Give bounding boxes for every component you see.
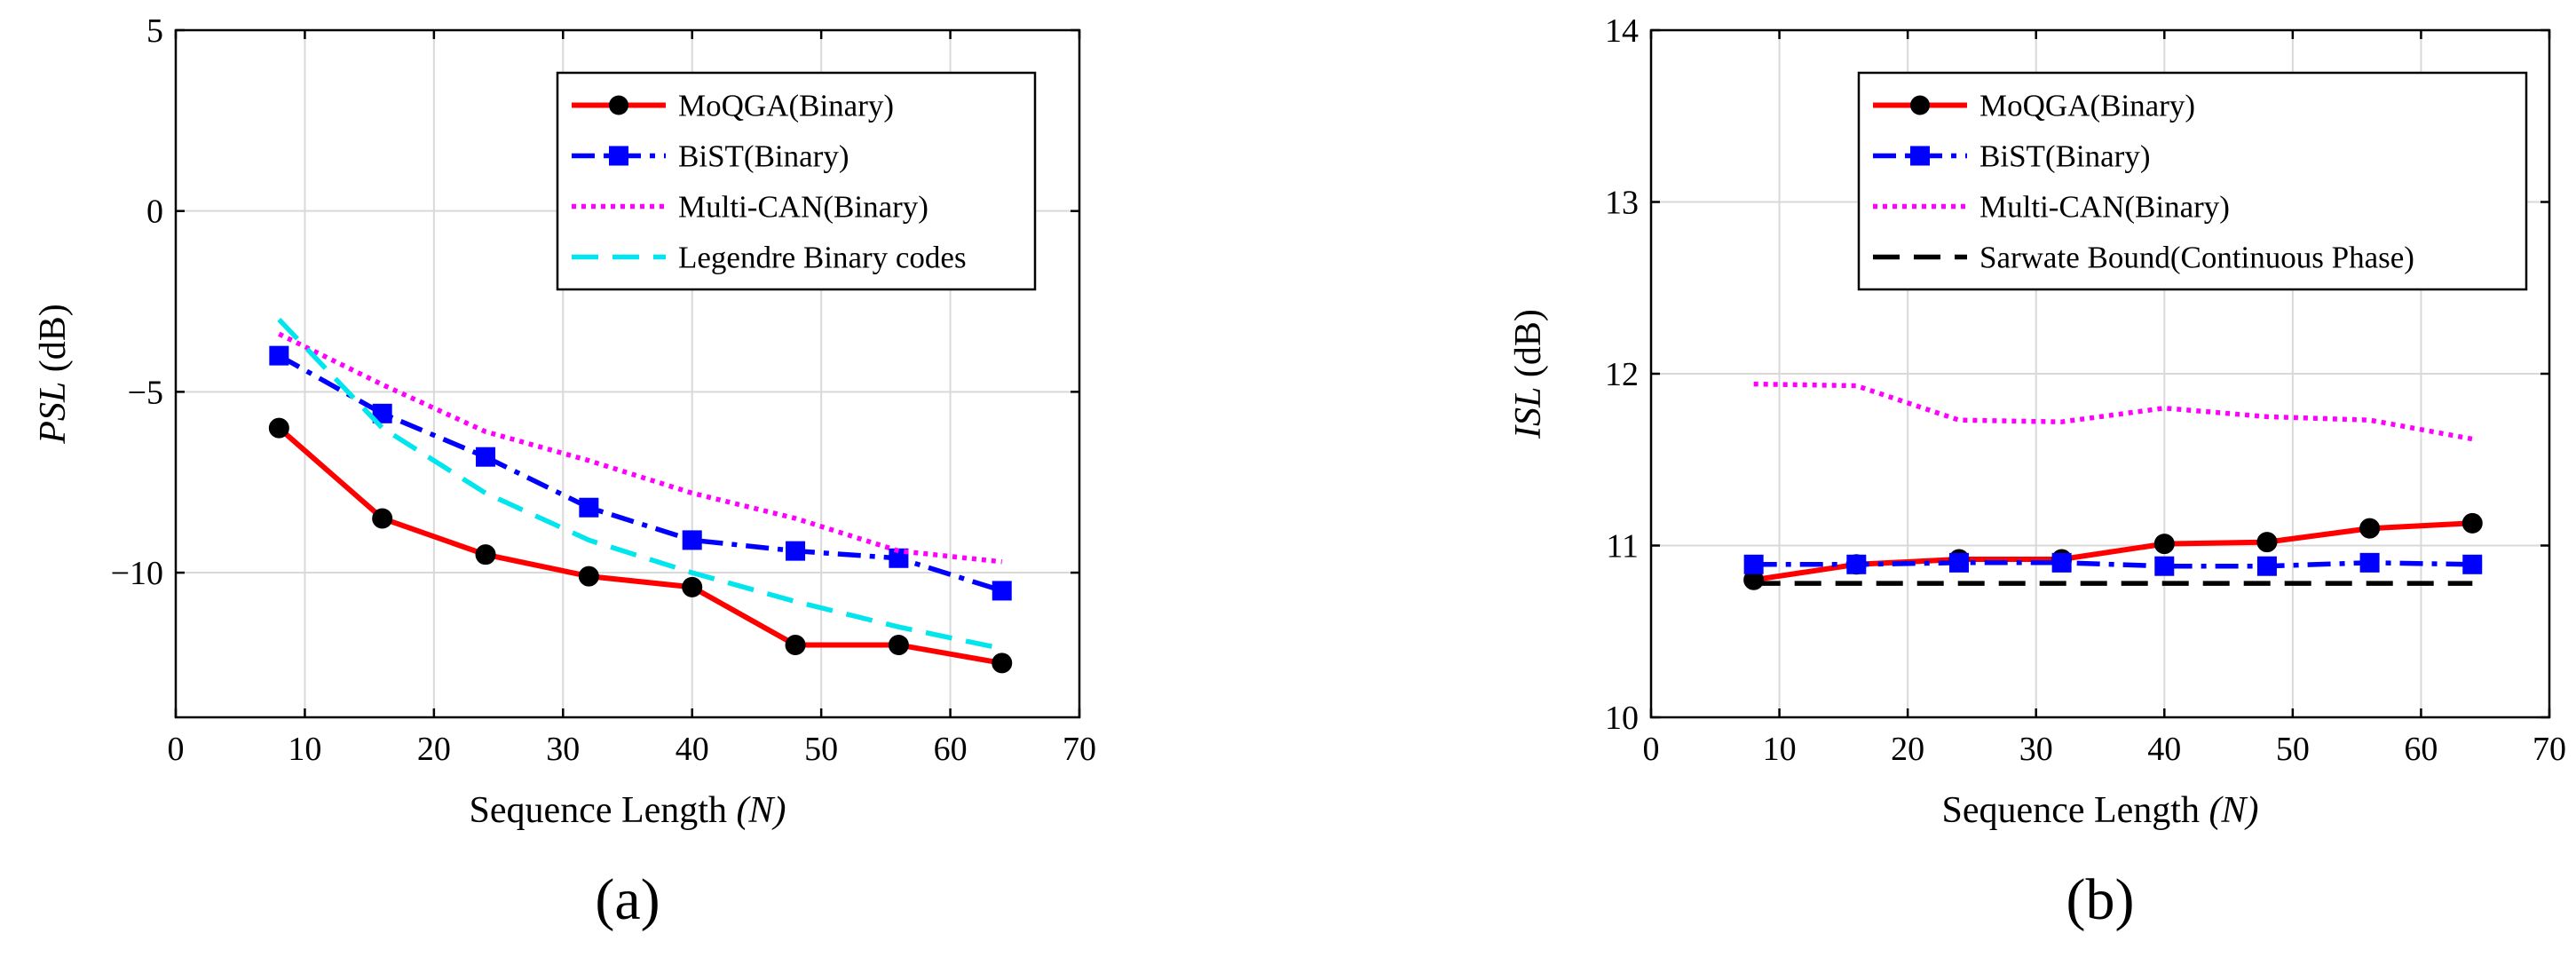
- legend-entry-label: Legendre Binary codes: [678, 241, 967, 275]
- x-tick-label: 10: [288, 731, 321, 768]
- data-point-square: [889, 548, 909, 568]
- series-line-3: [1753, 381, 2473, 442]
- data-point-square: [2359, 552, 2380, 573]
- y-axis-label-unit: (dB): [1508, 309, 1549, 377]
- legend-entry-label: MoQGA(Binary): [678, 89, 894, 123]
- x-axis-label: Sequence Length (N): [1942, 790, 2259, 831]
- data-point-square: [372, 403, 392, 423]
- x-axis-label-space: [2200, 790, 2209, 831]
- y-axis-label-var: PSL: [33, 382, 74, 445]
- data-point-circle: [785, 635, 806, 656]
- data-point-circle: [2256, 532, 2278, 553]
- data-point-square: [1948, 552, 1969, 573]
- x-tick-label: 60: [2404, 731, 2438, 768]
- data-point-circle: [578, 566, 599, 587]
- data-point-square: [269, 345, 289, 366]
- x-tick-label: 50: [804, 731, 838, 768]
- x-tick-label: 40: [2147, 731, 2181, 768]
- x-tick-label: 50: [2276, 731, 2310, 768]
- x-axis-label-text: Sequence Length: [1942, 790, 2200, 831]
- y-tick-label: −10: [111, 555, 163, 592]
- data-point-square: [2154, 556, 2175, 576]
- data-point-square: [2462, 554, 2483, 574]
- x-tick-label: 20: [417, 731, 451, 768]
- y-axis-label-space: [1508, 377, 1549, 387]
- legend-entry-label: Sarwate Bound(Continuous Phase): [1979, 241, 2414, 275]
- y-tick-label: 12: [1605, 356, 1639, 393]
- data-point-circle: [268, 417, 289, 439]
- series-line-2: [1753, 560, 2473, 569]
- y-axis-label: PSL (dB): [33, 304, 74, 445]
- data-point-square: [786, 541, 806, 561]
- x-axis-label-text: Sequence Length: [470, 790, 727, 831]
- y-tick-label: −5: [128, 374, 163, 411]
- x-axis-label: Sequence Length (N): [470, 790, 786, 831]
- axes-box: [174, 28, 1081, 719]
- legend-entry-label: BiST(Binary): [1979, 139, 2150, 174]
- x-tick-label: 60: [934, 731, 968, 768]
- y-axis-label-space: [33, 372, 74, 382]
- data-point-square: [682, 530, 702, 550]
- legend-entry-label: BiST(Binary): [678, 139, 849, 174]
- series-line-4: [277, 318, 1003, 652]
- data-point-circle: [2461, 512, 2483, 534]
- data-point-circle: [888, 635, 909, 656]
- x-tick-label: 0: [1643, 731, 1660, 768]
- legend: MoQGA(Binary) BiST(Binary) Multi-CAN(Binar…: [556, 71, 1037, 291]
- y-tick-label: 5: [146, 12, 163, 50]
- y-tick-label: 14: [1605, 12, 1639, 50]
- x-tick-label: 70: [2533, 731, 2566, 768]
- legend-entry-label: Multi-CAN(Binary): [1979, 190, 2230, 225]
- series-line-1: [277, 425, 1003, 666]
- legend-swatch-marker: [609, 95, 628, 115]
- data-point-square: [1743, 554, 1764, 574]
- y-axis-label-var: ISL: [1508, 387, 1549, 439]
- data-point-circle: [2359, 518, 2381, 539]
- x-tick-label: 40: [676, 731, 709, 768]
- legend-swatch-marker: [1910, 95, 1930, 115]
- y-tick-label: 11: [1606, 528, 1639, 566]
- y-tick-label: 0: [146, 194, 163, 231]
- x-axis-label-var: (N): [736, 790, 786, 831]
- legend-entry-label: MoQGA(Binary): [1979, 89, 2195, 123]
- data-point-circle: [992, 653, 1013, 674]
- x-tick-label: 10: [1763, 731, 1797, 768]
- legend-box: [1857, 71, 2528, 291]
- data-point-circle: [475, 544, 496, 566]
- data-point-circle: [682, 576, 703, 597]
- legend: MoQGA(Binary) BiST(Binary) Multi-CAN(Binar…: [1857, 71, 2528, 291]
- data-point-circle: [2153, 534, 2175, 555]
- data-point-square: [2051, 552, 2072, 573]
- series-line-1: [1753, 520, 2473, 583]
- data-point-square: [579, 497, 599, 518]
- legend-swatch-marker: [609, 146, 628, 166]
- panel-caption: (b): [2066, 867, 2135, 932]
- x-tick-label: 70: [1063, 731, 1096, 768]
- series-group: [268, 318, 1013, 674]
- y-axis-label: ISL (dB): [1508, 309, 1549, 439]
- data-point-square: [1846, 554, 1867, 574]
- data-point-circle: [372, 508, 393, 529]
- legend-entry-label: Multi-CAN(Binary): [678, 190, 928, 225]
- x-tick-label: 20: [1891, 731, 1924, 768]
- x-tick-label: 0: [168, 731, 185, 768]
- data-point-square: [476, 447, 496, 467]
- data-point-square: [2256, 556, 2277, 576]
- legend-box: [556, 71, 1037, 291]
- data-point-square: [992, 581, 1012, 601]
- panel-caption: (a): [595, 867, 660, 932]
- x-tick-label: 30: [2019, 731, 2053, 768]
- x-axis-label-space: [727, 790, 737, 831]
- y-tick-label: 10: [1605, 700, 1639, 737]
- x-axis-label-var: (N): [2209, 790, 2258, 831]
- series-group: [1743, 381, 2483, 590]
- y-tick-label: 13: [1605, 185, 1639, 222]
- y-axis-label-unit: (dB): [33, 304, 74, 372]
- x-tick-label: 30: [546, 731, 580, 768]
- legend-swatch-marker: [1910, 146, 1930, 166]
